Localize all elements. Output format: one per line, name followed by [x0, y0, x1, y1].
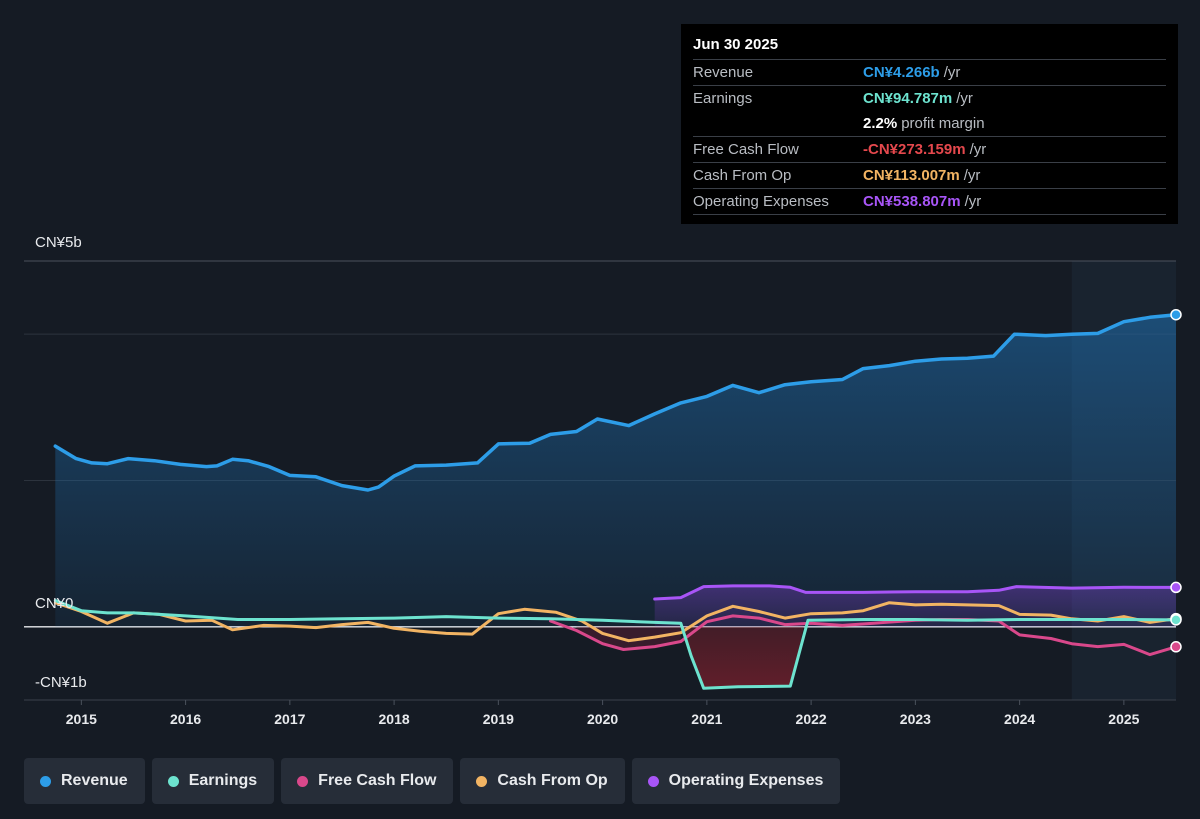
legend-dot-icon	[40, 775, 51, 787]
legend-dot-icon	[297, 775, 309, 787]
legend-label: Earnings	[188, 772, 258, 789]
revenue-line	[53, 312, 1178, 492]
y-tick-label: CN¥0	[35, 595, 73, 612]
x-tick-label: 2025	[1108, 711, 1139, 727]
tooltip-row-value: -CN¥273.159m	[863, 141, 966, 158]
legend-label: Operating Expenses	[668, 772, 824, 789]
y-tick-label: -CN¥1b	[35, 674, 87, 691]
x-tick-label: 2018	[379, 711, 410, 727]
legend-item-free-cash-flow[interactable]: Free Cash Flow	[281, 758, 454, 804]
tooltip-row-unit: /yr	[969, 141, 987, 158]
tooltip-row-value: CN¥4.266b	[863, 64, 940, 81]
revenue-area	[55, 314, 1176, 627]
legend-dot-icon	[167, 775, 179, 787]
tooltip-row-unit: /yr	[956, 90, 973, 107]
legend: Revenue Earnings Free Cash Flow Cash From O…	[24, 758, 841, 804]
x-tick-label: 2016	[170, 711, 201, 727]
tooltip-row-label: Earnings	[693, 90, 753, 107]
y-tick-label: CN¥5b	[35, 234, 82, 251]
tooltip-date: Jun 30 2025	[693, 36, 779, 53]
free-cash-flow-line	[549, 614, 1178, 657]
tooltip-row: Earnings CN¥94.787m/yr	[693, 85, 1166, 111]
tooltip-row-value: CN¥94.787m	[863, 90, 953, 107]
tooltip-row-unit: /yr	[963, 167, 981, 184]
legend-label: Revenue	[61, 772, 128, 789]
legend-dot-icon	[476, 775, 488, 787]
tooltip-row-label: Revenue	[693, 64, 754, 81]
x-tick-label: 2017	[274, 711, 305, 727]
legend-item-revenue[interactable]: Revenue	[24, 758, 145, 804]
x-tick-label: 2024	[1004, 711, 1035, 727]
x-tick-label: 2022	[796, 711, 827, 727]
tooltip-row-label: Free Cash Flow	[693, 141, 799, 158]
tooltip-row: Operating Expenses CN¥538.807m/yr	[693, 188, 1166, 214]
tooltip-row: Free Cash Flow -CN¥273.159m/yr	[693, 136, 1166, 162]
tooltip-row-value: 2.2%	[863, 115, 898, 132]
tooltip-row-unit: /yr	[964, 193, 982, 210]
cash-from-op-line	[53, 601, 1178, 643]
free-cash-flow-end-point	[1170, 641, 1182, 653]
operating-expenses-line	[653, 584, 1178, 601]
tooltip-row-unit: /yr	[943, 64, 961, 81]
legend-item-operating-expenses[interactable]: Operating Expenses	[631, 758, 841, 804]
tooltip-row-value: CN¥113.007m	[863, 167, 960, 184]
tooltip-row-label: Operating Expenses	[693, 193, 829, 210]
legend-item-earnings[interactable]: Earnings	[151, 758, 275, 804]
legend-item-cash-from-op[interactable]: Cash From Op	[460, 758, 625, 804]
tooltip-row-unit: profit margin	[901, 115, 985, 132]
tooltip-row: Revenue CN¥4.266b/yr	[693, 59, 1166, 85]
x-tick-label: 2021	[691, 711, 722, 727]
earnings-end-point	[1170, 614, 1182, 626]
earnings-negative-area	[683, 626, 804, 689]
earnings-line	[53, 599, 1178, 690]
tooltip-row-value: CN¥538.807m	[863, 193, 961, 210]
x-tick-label: 2023	[900, 711, 931, 727]
operating-expenses-end-point	[1170, 581, 1182, 594]
x-tick-label: 2019	[483, 711, 514, 727]
revenue-end-point	[1170, 308, 1182, 321]
tooltip-row-label: Cash From Op	[693, 167, 792, 184]
tooltip-row: 2.2% profit margin	[693, 111, 1166, 136]
x-tick-label: 2020	[587, 711, 618, 727]
legend-label: Free Cash Flow	[318, 772, 437, 789]
tooltip-row: Cash From Op CN¥113.007m/yr	[693, 162, 1166, 188]
legend-label: Cash From Op	[497, 772, 608, 789]
legend-dot-icon	[647, 775, 659, 787]
tooltip: Jun 30 2025 Revenue CN¥4.266b/yr Earnings C…	[681, 24, 1178, 224]
x-tick-label: 2015	[66, 711, 97, 727]
